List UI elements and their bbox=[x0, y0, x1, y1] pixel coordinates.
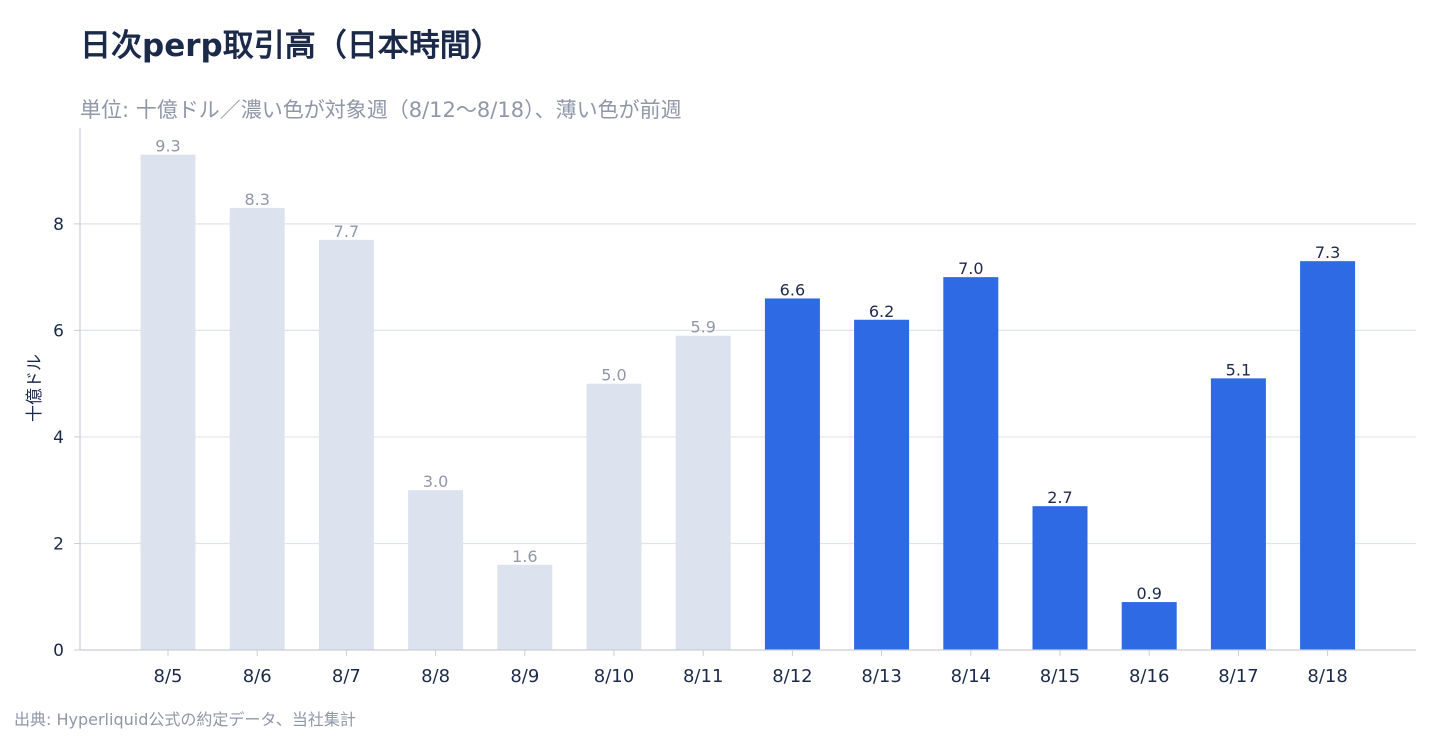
bar-8/8 bbox=[408, 490, 464, 650]
x-tick-label: 8/17 bbox=[1218, 666, 1258, 687]
bar-8/18 bbox=[1300, 261, 1356, 650]
x-tick-label: 8/15 bbox=[1040, 666, 1080, 687]
x-tick-label: 8/13 bbox=[861, 666, 901, 687]
x-tick-label: 8/16 bbox=[1129, 666, 1169, 687]
bar-8/17 bbox=[1210, 378, 1266, 650]
value-label: 7.7 bbox=[334, 222, 359, 241]
value-label: 5.0 bbox=[601, 366, 626, 385]
value-label: 0.9 bbox=[1136, 584, 1161, 603]
bar-8/5 bbox=[140, 154, 196, 650]
y-tick-label: 0 bbox=[53, 641, 64, 661]
source-note: 出典: Hyperliquid公式の約定データ、当社集計 bbox=[14, 710, 356, 729]
x-tick-label: 8/14 bbox=[951, 666, 991, 687]
y-tick-labels: 0 2 4 6 8 bbox=[53, 215, 64, 661]
x-tick-label: 8/7 bbox=[332, 666, 361, 687]
value-label: 7.0 bbox=[958, 259, 983, 278]
bars bbox=[140, 154, 1356, 651]
bar-8/7 bbox=[318, 239, 374, 650]
bar-8/10 bbox=[586, 383, 642, 650]
x-tick-label: 8/6 bbox=[243, 666, 272, 687]
x-tick-labels: 8/5 8/6 8/7 8/8 8/9 8/10 8/11 8/12 8/13 8/14 8/15 8… bbox=[154, 666, 1348, 687]
x-tick-label: 8/8 bbox=[421, 666, 450, 687]
y-tick-label: 6 bbox=[53, 321, 64, 341]
y-tick-label: 8 bbox=[53, 215, 64, 235]
value-label: 1.6 bbox=[512, 547, 537, 566]
value-labels: 9.3 8.3 7.7 3.0 1.6 5.0 5.9 6.6 6.2 7.0 2.7 0.9 5.1 7… bbox=[155, 137, 1340, 603]
y-axis-label: 十億ドル bbox=[25, 354, 45, 422]
bar-8/15 bbox=[1032, 506, 1088, 650]
y-tick-label: 2 bbox=[53, 534, 64, 554]
value-label: 7.3 bbox=[1315, 243, 1340, 262]
value-label: 2.7 bbox=[1047, 488, 1072, 507]
axes bbox=[74, 128, 1416, 656]
x-tick-label: 8/18 bbox=[1307, 666, 1347, 687]
bar-8/9 bbox=[497, 564, 553, 650]
x-tick-label: 8/5 bbox=[154, 666, 183, 687]
x-tick-label: 8/9 bbox=[510, 666, 539, 687]
value-label: 3.0 bbox=[423, 472, 448, 491]
bar-8/11 bbox=[675, 335, 731, 650]
value-label: 8.3 bbox=[244, 190, 269, 209]
bar-8/12 bbox=[764, 298, 820, 650]
chart-subtitle: 単位: 十億ドル／濃い色が対象週（8/12〜8/18）、薄い色が前週 bbox=[80, 98, 682, 122]
value-label: 5.9 bbox=[690, 318, 715, 337]
value-label: 5.1 bbox=[1226, 360, 1251, 379]
bar-8/13 bbox=[854, 319, 910, 650]
bar-8/14 bbox=[943, 277, 999, 650]
value-label: 6.6 bbox=[780, 280, 805, 299]
x-tick-label: 8/12 bbox=[772, 666, 812, 687]
bar-8/16 bbox=[1121, 602, 1177, 650]
y-tick-label: 4 bbox=[53, 428, 64, 448]
grid-lines bbox=[80, 223, 1416, 545]
value-label: 9.3 bbox=[155, 137, 180, 156]
x-tick-label: 8/11 bbox=[683, 666, 723, 687]
x-tick-label: 8/10 bbox=[594, 666, 634, 687]
value-label: 6.2 bbox=[869, 302, 894, 321]
chart-title: 日次perp取引高（日本時間） bbox=[80, 28, 502, 64]
bar-8/6 bbox=[229, 207, 285, 651]
